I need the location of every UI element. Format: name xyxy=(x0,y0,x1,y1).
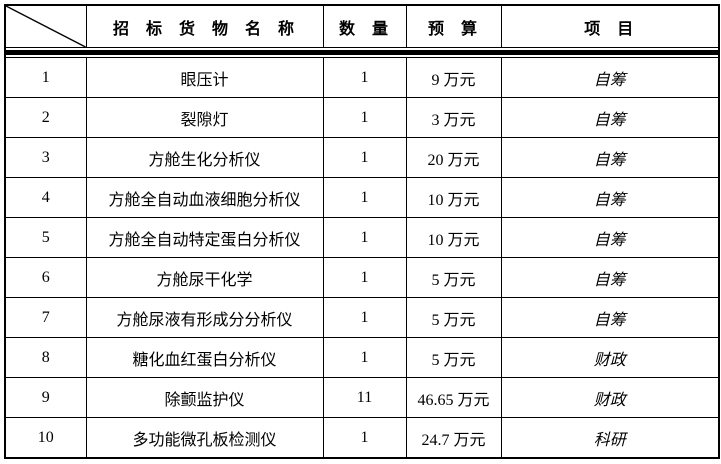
row-number: 8 xyxy=(4,337,87,378)
budget: 9 万元 xyxy=(405,57,502,98)
table-row: 3 方舱生化分析仪 1 20 万元 自筹 xyxy=(4,137,720,178)
goods-name: 方舱尿干化学 xyxy=(85,257,324,298)
goods-name: 方舱生化分析仪 xyxy=(85,137,324,178)
goods-name: 方舱全自动特定蛋白分析仪 xyxy=(85,217,324,258)
goods-name: 除颤监护仪 xyxy=(85,377,324,418)
project-funding: 自筹 xyxy=(500,57,720,98)
budget: 10 万元 xyxy=(405,217,502,258)
table-row: 7 方舱尿液有形成分分析仪 1 5 万元 自筹 xyxy=(4,297,720,338)
goods-name: 糖化血红蛋白分析仪 xyxy=(85,337,324,378)
corner-cell xyxy=(4,4,87,48)
goods-name: 方舱全自动血液细胞分析仪 xyxy=(85,177,324,218)
header-row: 招 标 货 物 名 称 数 量 预 算 项 目 xyxy=(4,4,720,48)
budget: 5 万元 xyxy=(405,337,502,378)
quantity: 1 xyxy=(322,137,407,178)
quantity: 1 xyxy=(322,417,407,459)
quantity: 11 xyxy=(322,377,407,418)
quantity: 1 xyxy=(322,97,407,138)
row-number: 1 xyxy=(4,57,87,98)
goods-name: 眼压计 xyxy=(85,57,324,98)
quantity: 1 xyxy=(322,257,407,298)
budget: 5 万元 xyxy=(405,297,502,338)
row-number: 2 xyxy=(4,97,87,138)
row-number: 10 xyxy=(4,417,87,459)
column-header-budget: 预 算 xyxy=(405,4,502,48)
row-number: 9 xyxy=(4,377,87,418)
budget: 5 万元 xyxy=(405,257,502,298)
project-funding: 自筹 xyxy=(500,257,720,298)
quantity: 1 xyxy=(322,297,407,338)
project-funding: 自筹 xyxy=(500,177,720,218)
budget: 3 万元 xyxy=(405,97,502,138)
budget: 10 万元 xyxy=(405,177,502,218)
goods-name: 多功能微孔板检测仪 xyxy=(85,417,324,459)
table-row: 9 除颤监护仪 11 46.65 万元 财政 xyxy=(4,377,720,418)
table-row: 5 方舱全自动特定蛋白分析仪 1 10 万元 自筹 xyxy=(4,217,720,258)
row-number: 7 xyxy=(4,297,87,338)
procurement-table: 招 标 货 物 名 称 数 量 预 算 项 目 1 眼压计 1 9 万元 自筹 … xyxy=(4,4,720,459)
quantity: 1 xyxy=(322,57,407,98)
quantity: 1 xyxy=(322,217,407,258)
project-funding: 自筹 xyxy=(500,97,720,138)
goods-name: 方舱尿液有形成分分析仪 xyxy=(85,297,324,338)
budget: 24.7 万元 xyxy=(405,417,502,459)
table-row: 1 眼压计 1 9 万元 自筹 xyxy=(4,57,720,98)
thick-divider-bar xyxy=(7,50,717,55)
budget: 46.65 万元 xyxy=(405,377,502,418)
column-header-name: 招 标 货 物 名 称 xyxy=(85,4,324,48)
project-funding: 财政 xyxy=(500,337,720,378)
table-row: 6 方舱尿干化学 1 5 万元 自筹 xyxy=(4,257,720,298)
budget: 20 万元 xyxy=(405,137,502,178)
column-header-qty: 数 量 xyxy=(322,4,407,48)
table-row: 2 裂隙灯 1 3 万元 自筹 xyxy=(4,97,720,138)
row-number: 4 xyxy=(4,177,87,218)
project-funding: 自筹 xyxy=(500,137,720,178)
row-number: 3 xyxy=(4,137,87,178)
table-row: 4 方舱全自动血液细胞分析仪 1 10 万元 自筹 xyxy=(4,177,720,218)
project-funding: 科研 xyxy=(500,417,720,459)
project-funding: 财政 xyxy=(500,377,720,418)
header-divider xyxy=(4,47,720,58)
project-funding: 自筹 xyxy=(500,217,720,258)
goods-name: 裂隙灯 xyxy=(85,97,324,138)
row-number: 6 xyxy=(4,257,87,298)
quantity: 1 xyxy=(322,177,407,218)
quantity: 1 xyxy=(322,337,407,378)
column-header-project: 项 目 xyxy=(500,4,720,48)
table-row: 10 多功能微孔板检测仪 1 24.7 万元 科研 xyxy=(4,417,720,459)
row-number: 5 xyxy=(4,217,87,258)
diagonal-line-icon xyxy=(6,6,86,47)
project-funding: 自筹 xyxy=(500,297,720,338)
table-row: 8 糖化血红蛋白分析仪 1 5 万元 财政 xyxy=(4,337,720,378)
